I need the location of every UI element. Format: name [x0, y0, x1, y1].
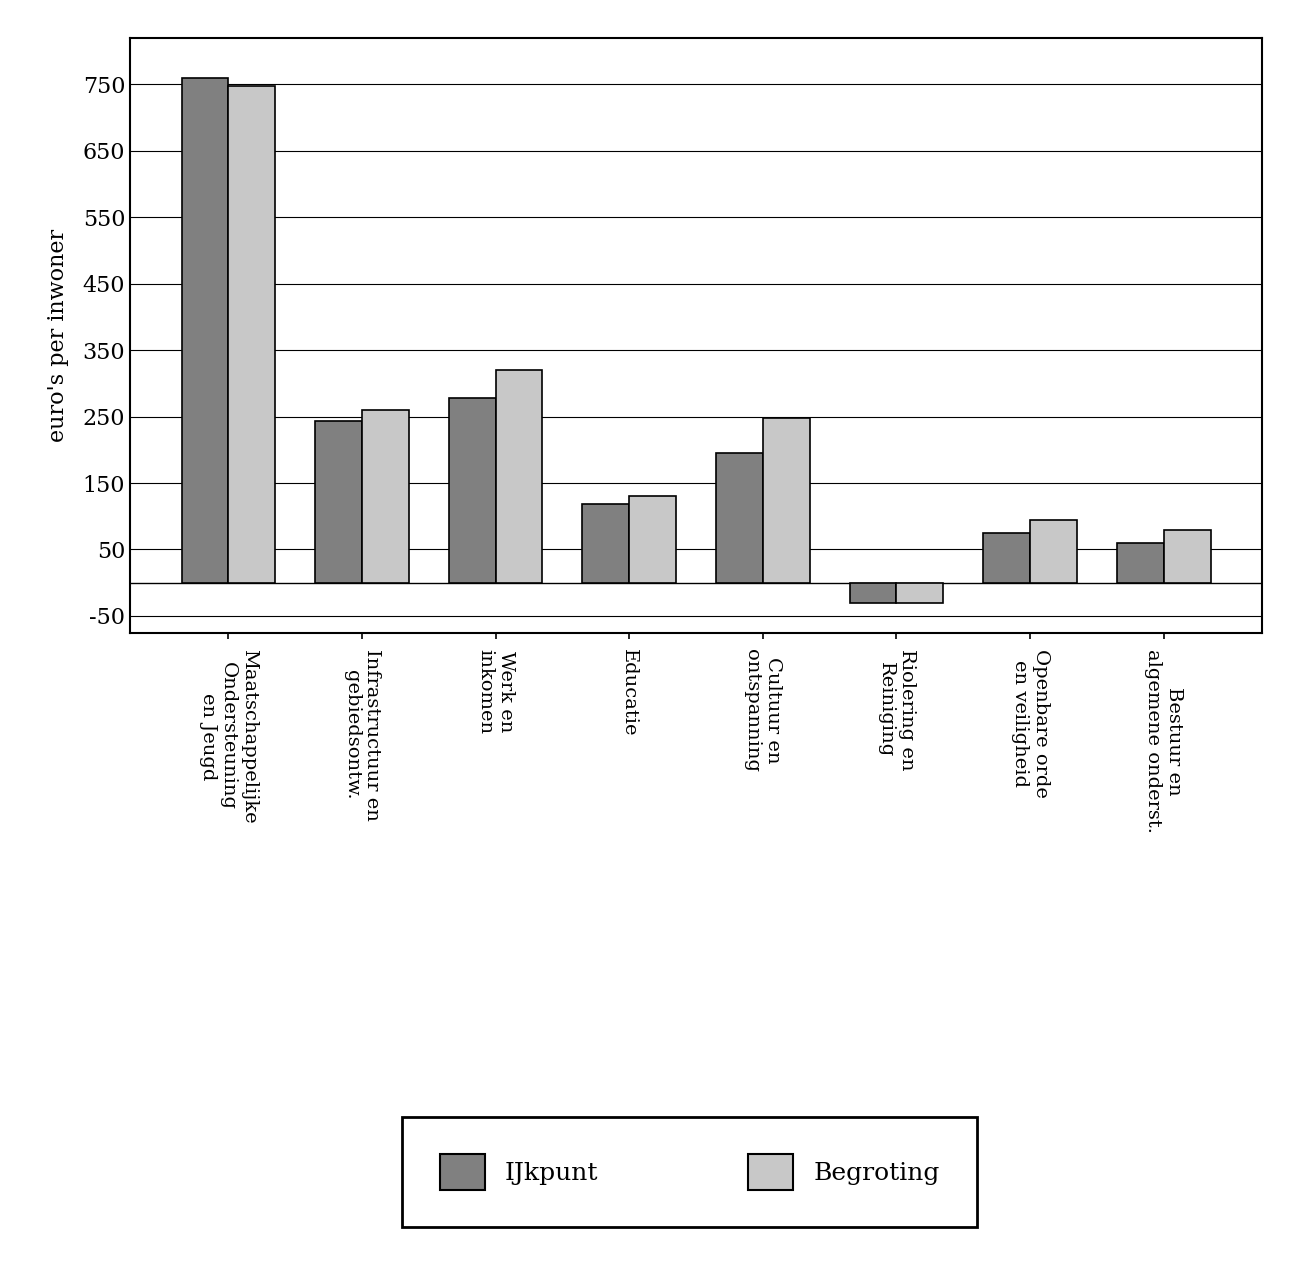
- Bar: [1118, 543, 1164, 583]
- Bar: [1030, 520, 1077, 583]
- Bar: [850, 583, 896, 602]
- Y-axis label: euro's per inwoner: euro's per inwoner: [47, 229, 69, 441]
- Bar: [228, 86, 275, 583]
- Bar: [583, 505, 630, 583]
- Bar: [716, 453, 762, 583]
- Bar: [496, 371, 543, 583]
- Legend: IJkpunt, Begroting: IJkpunt, Begroting: [402, 1117, 977, 1227]
- Bar: [1164, 530, 1210, 583]
- Bar: [984, 533, 1030, 583]
- Bar: [630, 496, 677, 583]
- Bar: [182, 78, 228, 583]
- Bar: [762, 417, 809, 583]
- Bar: [896, 583, 943, 602]
- Bar: [315, 421, 362, 583]
- Bar: [362, 410, 409, 583]
- Bar: [449, 398, 496, 583]
